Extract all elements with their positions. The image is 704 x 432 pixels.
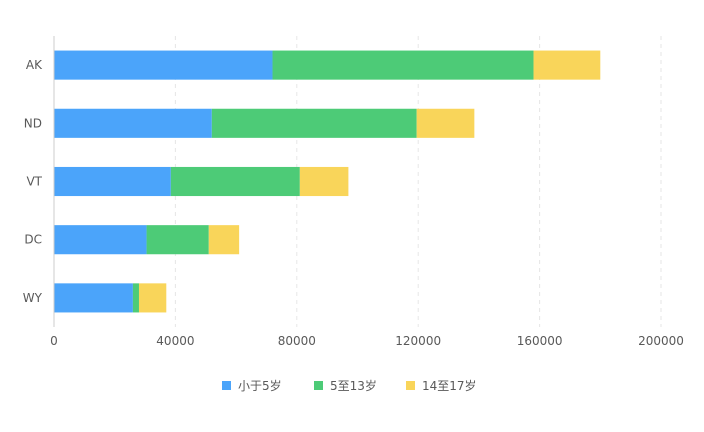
y-tick-label: ND [24, 116, 42, 130]
legend-swatch [314, 381, 323, 390]
bar-ak-series-0[interactable] [54, 50, 273, 80]
bars-layer [54, 50, 601, 313]
legend-label: 5至13岁 [330, 378, 377, 393]
axis-layer: 0 40000 80000 120000 160000 200000 AK ND VT DC WY [23, 36, 684, 348]
bar-ak-series-2[interactable] [533, 50, 601, 80]
bar-wy-series-2[interactable] [138, 283, 167, 313]
legend-swatch [222, 381, 231, 390]
x-tick-label: 120000 [395, 334, 441, 348]
grid-layer [174, 36, 662, 327]
x-tick-label: 80000 [278, 334, 316, 348]
bar-vt-series-0[interactable] [54, 166, 171, 197]
legend-item-2[interactable]: 14至17岁 [406, 378, 477, 393]
x-tick-label: 160000 [517, 334, 563, 348]
bar-wy-series-1[interactable] [132, 283, 139, 313]
y-tick-label: WY [23, 291, 43, 305]
bar-wy-series-0[interactable] [54, 283, 133, 313]
bar-dc-series-0[interactable] [54, 225, 147, 255]
bar-nd-series-1[interactable] [211, 108, 417, 138]
bar-ak-series-1[interactable] [272, 50, 534, 80]
x-tick-label: 40000 [156, 334, 194, 348]
legend-item-1[interactable]: 5至13岁 [314, 378, 377, 393]
x-tick-label: 0 [50, 334, 58, 348]
y-tick-label: AK [26, 58, 43, 72]
y-tick-label: VT [26, 175, 42, 189]
x-tick-label: 200000 [638, 334, 684, 348]
bar-nd-series-0[interactable] [54, 108, 212, 138]
legend[interactable]: 小于5岁 5至13岁 14至17岁 [222, 378, 477, 393]
bar-dc-series-1[interactable] [146, 225, 209, 255]
legend-item-0[interactable]: 小于5岁 [222, 378, 282, 393]
legend-swatch [406, 381, 415, 390]
bar-vt-series-1[interactable] [170, 166, 300, 197]
y-tick-label: DC [24, 233, 42, 247]
legend-label: 14至17岁 [422, 378, 477, 393]
bar-nd-series-2[interactable] [416, 108, 475, 138]
bar-vt-series-2[interactable] [299, 166, 349, 197]
bar-dc-series-2[interactable] [208, 225, 240, 255]
legend-label: 小于5岁 [238, 378, 282, 393]
